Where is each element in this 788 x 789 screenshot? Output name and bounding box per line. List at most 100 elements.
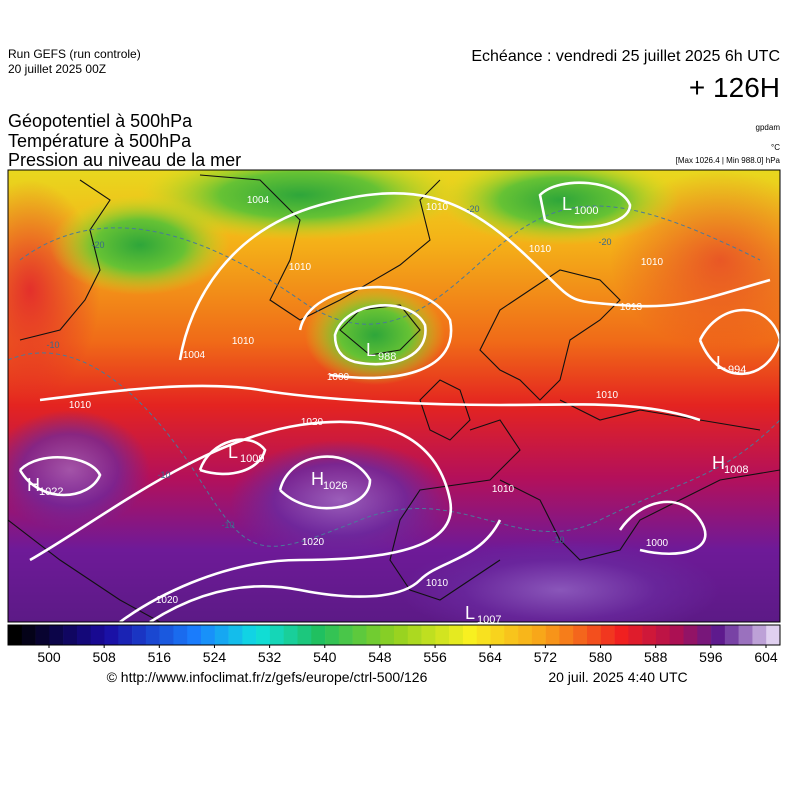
colorbar-swatch bbox=[724, 625, 739, 645]
colorbar-swatch bbox=[21, 625, 36, 645]
isobar-label: 1010 bbox=[289, 262, 312, 273]
colorbar-swatch bbox=[642, 625, 657, 645]
colorbar-tick-label: 588 bbox=[644, 649, 668, 665]
colorbar-tick-label: 516 bbox=[148, 649, 172, 665]
isobar-label: 1010 bbox=[492, 484, 515, 495]
coastlines bbox=[8, 174, 780, 622]
colorbar-swatch bbox=[435, 625, 450, 645]
isotherm-label: -10 bbox=[46, 340, 59, 350]
colorbar-swatch bbox=[697, 625, 712, 645]
isobar-label: 1010 bbox=[596, 390, 619, 401]
footer-url: © http://www.infoclimat.fr/z/gefs/europe… bbox=[107, 669, 428, 685]
colorbar-swatch bbox=[628, 625, 643, 645]
pressure-center-type: H bbox=[712, 453, 725, 473]
colorbar-swatch bbox=[518, 625, 533, 645]
warm-core bbox=[230, 440, 450, 560]
colorbar-swatch bbox=[766, 625, 781, 645]
colorbar-swatch bbox=[8, 625, 23, 645]
colorbar-swatch bbox=[587, 625, 602, 645]
isobar-label: 1010 bbox=[641, 257, 664, 268]
colorbar-tick-label: 508 bbox=[92, 649, 116, 665]
colorbar-tick-label: 556 bbox=[423, 649, 447, 665]
colorbar-swatch bbox=[407, 625, 422, 645]
colorbar-swatch bbox=[228, 625, 243, 645]
colorbar-swatch bbox=[559, 625, 574, 645]
run-date: 20 juillet 2025 00Z bbox=[8, 62, 106, 76]
colorbar-swatch bbox=[600, 625, 615, 645]
colorbar-swatch bbox=[545, 625, 560, 645]
map bbox=[8, 170, 780, 622]
colorbar-swatch bbox=[669, 625, 684, 645]
colorbar-swatch bbox=[201, 625, 216, 645]
colorbar-tick-label: 564 bbox=[479, 649, 503, 665]
warm-core bbox=[400, 540, 720, 622]
isobar-label: 1020 bbox=[302, 537, 325, 548]
colorbar-swatch bbox=[145, 625, 160, 645]
colorbar-swatch bbox=[283, 625, 298, 645]
colorbar-swatch bbox=[132, 625, 147, 645]
colorbar-swatch bbox=[325, 625, 340, 645]
isotherm-label: -20 bbox=[91, 240, 104, 250]
pressure-center-value: 988 bbox=[378, 351, 396, 363]
colorbar-swatch bbox=[49, 625, 64, 645]
pressure-center-value: 1022 bbox=[39, 486, 63, 498]
pressure-center-type: L bbox=[716, 353, 726, 373]
pressure-center-value: 1026 bbox=[323, 480, 347, 492]
isobar-label: 1004 bbox=[183, 350, 206, 361]
colorbar-swatch bbox=[462, 625, 478, 645]
colorbar-swatch bbox=[711, 625, 726, 645]
unit-gpdam: gpdam bbox=[756, 123, 781, 132]
pressure-center-value: 994 bbox=[728, 364, 746, 376]
colorbar-swatch bbox=[394, 625, 409, 645]
colorbar-swatch bbox=[573, 625, 588, 645]
colorbar-swatch bbox=[35, 625, 50, 645]
lead-time: + 126H bbox=[689, 72, 780, 103]
colorbar-tick-label: 604 bbox=[754, 649, 778, 665]
colorbar-swatch bbox=[297, 625, 312, 645]
colorbar-swatch bbox=[311, 625, 326, 645]
pressure-center-type: L bbox=[562, 194, 572, 214]
colorbar-swatch bbox=[683, 625, 698, 645]
run-label: Run GEFS (run controle) bbox=[8, 47, 141, 61]
colorbar-swatch bbox=[476, 625, 491, 645]
colorbar-swatch bbox=[531, 625, 546, 645]
isotherm-label: -10 bbox=[551, 535, 564, 545]
pressure-center-type: H bbox=[27, 475, 40, 495]
isobar-label: 1000 bbox=[327, 372, 350, 383]
isobar-label: 1010 bbox=[426, 202, 449, 213]
colorbar-swatch bbox=[269, 625, 285, 645]
title-geopotential: Géopotentiel à 500hPa bbox=[8, 111, 193, 131]
pressure-center-value: 1007 bbox=[477, 614, 501, 626]
colorbar-swatch bbox=[352, 625, 367, 645]
isobars bbox=[18, 181, 780, 622]
colorbar-tick-label: 580 bbox=[589, 649, 613, 665]
isotherm-label: -20 bbox=[466, 204, 479, 214]
colorbar-swatch bbox=[655, 625, 671, 645]
colorbar-swatch bbox=[380, 625, 395, 645]
colorbar-swatch bbox=[366, 625, 381, 645]
cold-area bbox=[50, 195, 230, 295]
colorbar: 500 508 516 524 532 540 548 556 564 572 580 588 596 6… bbox=[7, 624, 781, 665]
title-pressure: Pression au niveau de la mer bbox=[8, 150, 241, 170]
title-temperature: Température à 500hPa bbox=[8, 131, 192, 151]
colorbar-swatch bbox=[242, 625, 257, 645]
colorbar-swatch bbox=[90, 625, 105, 645]
colorbar-swatch bbox=[214, 625, 229, 645]
colorbar-swatch bbox=[614, 625, 629, 645]
pressure-center-type: L bbox=[465, 603, 475, 623]
isobar-label: 1010 bbox=[69, 400, 92, 411]
colorbar-swatch bbox=[504, 625, 519, 645]
unit-celsius: °C bbox=[771, 143, 780, 152]
isobar-label: 1004 bbox=[247, 195, 270, 206]
isobar-label: 1013 bbox=[620, 302, 643, 313]
isobar-label: 1000 bbox=[646, 538, 669, 549]
pressure-center-value: 1008 bbox=[724, 464, 748, 476]
isobar-label: 1010 bbox=[426, 578, 449, 589]
cold-area bbox=[440, 170, 680, 245]
colorbar-swatch bbox=[159, 625, 174, 645]
footer-generated: 20 juil. 2025 4:40 UTC bbox=[548, 669, 687, 685]
colorbar-swatch bbox=[118, 625, 133, 645]
isobar-label: 1010 bbox=[529, 244, 552, 255]
isobar-label: 1020 bbox=[156, 595, 179, 606]
